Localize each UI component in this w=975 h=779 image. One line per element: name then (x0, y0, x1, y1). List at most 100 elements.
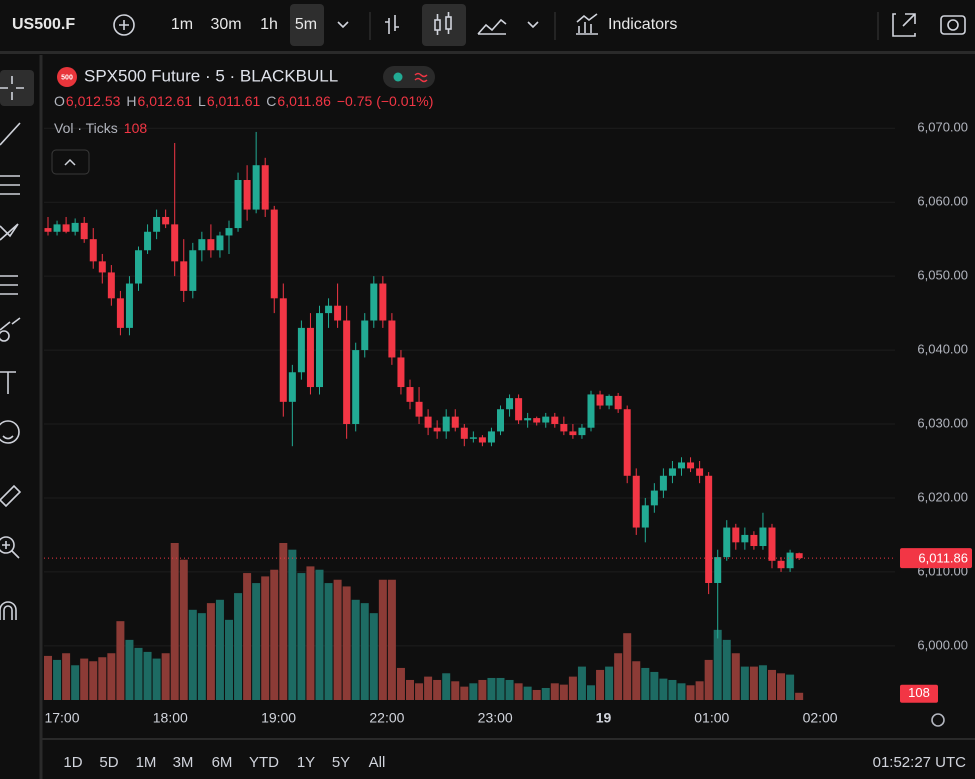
y-tick-label: 6,040.00 (917, 342, 968, 357)
candles-icon[interactable] (434, 12, 452, 35)
volume-bar (496, 677, 505, 700)
volume-bar (143, 651, 152, 700)
x-tick-label: 23:00 (478, 710, 513, 726)
interval-menu[interactable] (337, 21, 349, 29)
candle-body (750, 534, 758, 547)
candle-body (316, 313, 323, 388)
volume-bar (378, 579, 387, 700)
candle-body (696, 468, 704, 476)
fib-tool[interactable] (0, 175, 20, 195)
candle-body (623, 409, 631, 476)
volume-bar (433, 679, 442, 700)
volume-bar (279, 543, 288, 700)
volume-bar (324, 583, 333, 700)
interval-button[interactable]: 5m (295, 16, 317, 33)
volume-bar (315, 569, 324, 700)
x-tick-label: 19 (596, 710, 612, 726)
volume-bar (641, 667, 650, 700)
volume-bar (243, 573, 252, 700)
candle-body (587, 394, 595, 428)
range-button[interactable]: 5Y (332, 754, 350, 771)
last-price-tag (900, 548, 972, 569)
indicators-icon[interactable] (576, 13, 598, 35)
range-button[interactable]: 1D (63, 754, 82, 771)
chart: 6,000.006,010.006,020.006,030.006,040.00… (44, 120, 972, 726)
candle-body (325, 305, 333, 314)
range-button[interactable]: 3M (173, 754, 194, 771)
candle-body (659, 475, 667, 491)
chart-type-menu[interactable] (527, 21, 539, 29)
interval-button[interactable]: 30m (210, 16, 241, 33)
volume-bar (234, 593, 243, 700)
text-tool[interactable] (0, 371, 16, 394)
market-open-dot (393, 72, 403, 82)
candle-body (361, 320, 369, 351)
volume-bar (686, 685, 695, 700)
candle-body (415, 401, 423, 417)
y-tick-label: 6,070.00 (917, 120, 968, 135)
volume-bar (559, 684, 568, 700)
candle-body (388, 320, 396, 358)
candle-body (352, 350, 360, 425)
candle-body (406, 387, 414, 402)
volume-bar (777, 673, 786, 700)
candle-body (343, 320, 351, 425)
crosshair-tool[interactable] (0, 76, 24, 100)
area-icon[interactable] (477, 18, 507, 35)
candle-body (180, 261, 188, 291)
volume-bar (288, 549, 297, 700)
candle-body (189, 250, 197, 291)
volume-bar (387, 579, 396, 700)
candle-body (62, 224, 70, 232)
volume-bar (758, 665, 767, 700)
indicators-button[interactable]: Indicators (608, 16, 677, 33)
pattern-tool[interactable] (0, 223, 19, 241)
candle-body (515, 398, 523, 421)
line-tool[interactable] (0, 122, 21, 146)
volume-bar (768, 669, 776, 700)
candle-body (125, 283, 133, 328)
camera-icon[interactable] (940, 15, 966, 35)
interval-button[interactable]: 1h (260, 16, 278, 33)
bars-icon[interactable] (385, 15, 399, 34)
candle-body (424, 416, 432, 428)
range-button[interactable]: 1Y (297, 754, 315, 771)
candle-body (668, 468, 676, 476)
range-button[interactable]: 6M (212, 754, 233, 771)
forecast-tool[interactable] (0, 275, 18, 295)
volume-bar (170, 543, 179, 700)
snapshot-icon[interactable] (892, 13, 916, 37)
x-tick-label: 01:00 (694, 710, 729, 726)
range-button[interactable]: 5D (99, 754, 118, 771)
volume-bar (188, 609, 197, 700)
candle-body (487, 431, 495, 443)
collapse-button[interactable] (51, 149, 90, 175)
emoji-tool[interactable] (0, 420, 20, 444)
ohlc-value: 6,011.86 (277, 93, 331, 109)
magnet-tool[interactable] (0, 601, 17, 620)
zoom-tool[interactable] (0, 536, 15, 554)
interval-button[interactable]: 1m (171, 16, 193, 33)
range-button[interactable]: 1M (136, 754, 157, 771)
symbol[interactable]: US500.F (12, 16, 75, 33)
add-symbol[interactable] (113, 14, 135, 36)
settings-icon[interactable] (931, 713, 945, 727)
candle-body (71, 222, 79, 232)
range-button[interactable]: YTD (249, 754, 279, 771)
ruler-tool[interactable] (0, 484, 22, 508)
candle-body (650, 490, 658, 506)
series-title: SPX500 Future · 5 · BLACKBULL (84, 66, 338, 85)
active-chart-type-bg (422, 4, 466, 46)
candle-body (171, 224, 179, 262)
candle-body (560, 424, 568, 432)
brush-tool[interactable] (0, 317, 21, 331)
volume-bar (451, 681, 460, 700)
candle-body (533, 418, 541, 423)
volume-bar (577, 666, 586, 700)
volume-value: 108 (123, 120, 148, 136)
volume-bar (225, 619, 233, 700)
candle-body (116, 298, 124, 328)
range-button[interactable]: All (369, 754, 386, 771)
candle-body (334, 305, 342, 321)
